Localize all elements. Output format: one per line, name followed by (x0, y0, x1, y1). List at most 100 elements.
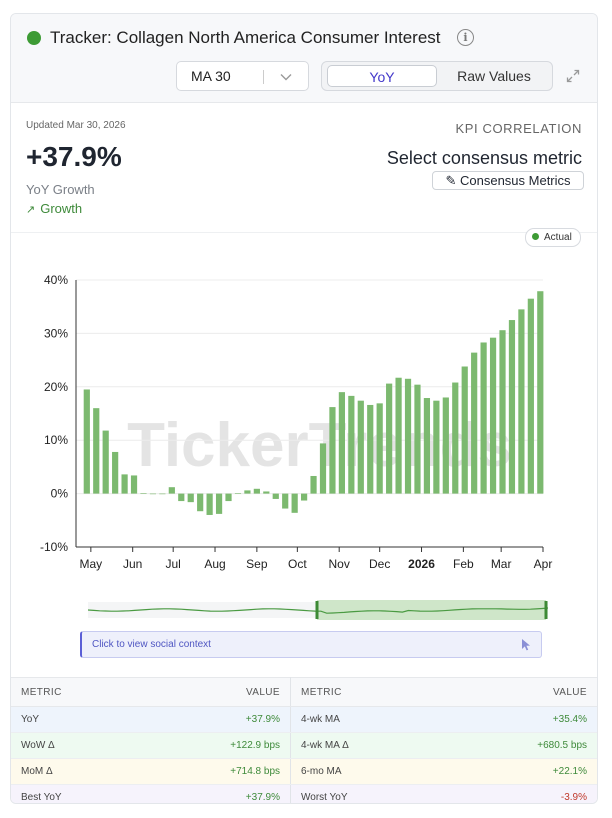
x-tick-label: Feb (453, 557, 474, 571)
bar (423, 398, 431, 494)
cursor-pointer-icon (522, 639, 530, 651)
bar (272, 493, 279, 499)
bar (310, 475, 317, 494)
x-tick-label: Mar (491, 557, 512, 571)
bar (414, 384, 421, 494)
tracker-card: Tracker: Collagen North America Consumer… (10, 13, 598, 804)
metric-value: +37.9% (136, 784, 291, 803)
bar (471, 352, 478, 494)
trend-indicator: ↗ Growth (26, 201, 82, 216)
x-tick-label: Oct (288, 557, 307, 571)
bar (452, 382, 459, 494)
table-row: YoY +37.9% 4-wk MA +35.4% (11, 706, 597, 733)
metric-value: +714.8 bps (136, 758, 291, 785)
x-tick-label: 2026 (408, 557, 435, 571)
bar (197, 493, 204, 512)
bar (112, 451, 119, 494)
navigator-handle-left (315, 601, 319, 619)
select-separator (263, 70, 264, 84)
col-header-value-2: VALUE (442, 677, 597, 707)
bar (206, 493, 213, 515)
toggle-raw-values[interactable]: Raw Values (457, 68, 531, 84)
y-tick-label: 40% (44, 273, 68, 287)
bar (282, 493, 289, 509)
social-context-bar[interactable]: Click to view social context (80, 631, 542, 658)
table-row: Best YoY +37.9% Worst YoY -3.9% (11, 784, 597, 803)
status-dot-icon (27, 31, 41, 45)
metric-value: -3.9% (442, 784, 597, 803)
chevron-down-icon (280, 74, 292, 81)
bar (367, 404, 374, 494)
metric-name: 4-wk MA (290, 706, 443, 733)
bar (376, 403, 383, 494)
ma-period-value: MA 30 (191, 68, 231, 84)
bar (301, 493, 308, 501)
metric-value: +22.1% (442, 758, 597, 785)
bar (480, 342, 487, 494)
chart-legend[interactable]: Actual (525, 228, 581, 247)
metric-name: YoY (11, 706, 136, 733)
navigator-selection (317, 600, 546, 620)
metric-name: WoW Δ (11, 732, 136, 759)
bar (263, 491, 270, 494)
bar (244, 490, 251, 494)
x-tick-label: Jun (123, 557, 142, 571)
ma-period-select[interactable]: MA 30 (176, 61, 309, 91)
x-tick-label: Apr (534, 557, 553, 571)
metric-name: 6-mo MA (290, 758, 443, 785)
info-icon[interactable]: i (457, 29, 474, 46)
bar (215, 493, 223, 514)
bar (121, 474, 128, 494)
bar (140, 493, 147, 494)
bar (338, 392, 345, 494)
arrow-up-right-icon: ↗ (26, 204, 36, 216)
legend-dot-icon (532, 233, 539, 240)
table-row: WoW Δ +122.9 bps 4-wk MA Δ +680.5 bps (11, 732, 597, 759)
metrics-table: METRIC VALUE METRIC VALUE YoY +37.9% 4-w… (11, 677, 597, 803)
y-tick-label: 10% (44, 433, 68, 447)
metrics-header-row: METRIC VALUE METRIC VALUE (11, 677, 597, 707)
bar (178, 493, 185, 502)
headline-label: YoY Growth (26, 182, 95, 197)
bar (83, 389, 90, 494)
bar (329, 407, 336, 494)
bar (93, 408, 100, 494)
tracker-title: Tracker: Collagen North America Consumer… (50, 28, 441, 47)
y-tick-label: 0% (51, 487, 69, 501)
metric-value: +680.5 bps (442, 732, 597, 759)
bar (442, 397, 449, 494)
consensus-metrics-button[interactable]: ✎ Consensus Metrics (432, 171, 584, 190)
y-tick-label: -10% (40, 540, 68, 554)
metric-name: 4-wk MA Δ (290, 732, 443, 759)
metric-value: +35.4% (442, 706, 597, 733)
bar (527, 298, 534, 494)
social-context-label: Click to view social context (92, 639, 211, 650)
toggle-yoy[interactable]: YoY (327, 65, 437, 87)
bar (461, 366, 468, 494)
bar (225, 493, 232, 502)
bar (489, 337, 497, 494)
y-tick-label: 30% (44, 326, 68, 340)
bar (433, 400, 440, 494)
bar (159, 493, 166, 495)
expand-icon[interactable] (566, 69, 580, 83)
pencil-icon: ✎ (445, 173, 457, 188)
bar (130, 475, 138, 494)
bar (357, 400, 364, 494)
range-navigator[interactable] (88, 598, 548, 622)
metric-value: +37.9% (136, 706, 291, 733)
col-header-metric: METRIC (11, 677, 136, 707)
bar (386, 383, 393, 494)
x-tick-label: Dec (369, 557, 390, 571)
bar (253, 488, 260, 494)
x-tick-label: Sep (246, 557, 268, 571)
legend-label: Actual (544, 232, 572, 243)
col-header-metric-2: METRIC (290, 677, 443, 707)
bar (499, 330, 506, 494)
bar (149, 493, 157, 495)
metric-name: Best YoY (11, 784, 136, 803)
col-header-value: VALUE (136, 677, 291, 707)
updated-timestamp: Updated Mar 30, 2026 (26, 120, 126, 131)
consensus-title: Select consensus metric (386, 148, 582, 168)
